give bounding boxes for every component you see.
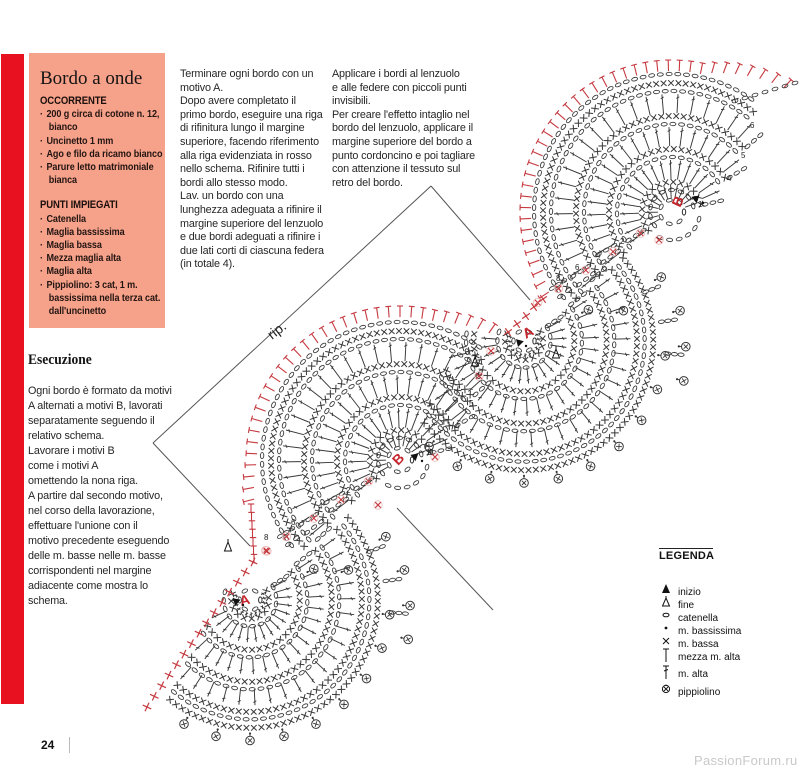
- svg-text:2: 2: [346, 486, 351, 495]
- svg-text:8: 8: [264, 533, 269, 542]
- svg-text:6: 6: [478, 369, 483, 378]
- svg-text:6: 6: [291, 518, 296, 527]
- svg-text:B: B: [668, 193, 687, 209]
- svg-text:8: 8: [556, 274, 561, 283]
- svg-text:6: 6: [575, 263, 580, 272]
- svg-text:9: 9: [429, 448, 434, 457]
- svg-text:A: A: [238, 591, 252, 609]
- svg-text:B: B: [389, 450, 407, 468]
- svg-text:rip.: rip.: [264, 318, 289, 343]
- svg-text:5: 5: [469, 399, 474, 408]
- svg-text:1: 1: [698, 200, 703, 209]
- svg-text:5: 5: [741, 151, 746, 160]
- svg-text:4: 4: [455, 422, 460, 431]
- svg-text:1: 1: [426, 448, 431, 457]
- svg-text:2: 2: [620, 237, 625, 246]
- svg-text:4: 4: [596, 251, 601, 260]
- svg-text:6: 6: [750, 121, 755, 130]
- svg-text:4: 4: [318, 502, 323, 511]
- svg-text:4: 4: [727, 174, 732, 183]
